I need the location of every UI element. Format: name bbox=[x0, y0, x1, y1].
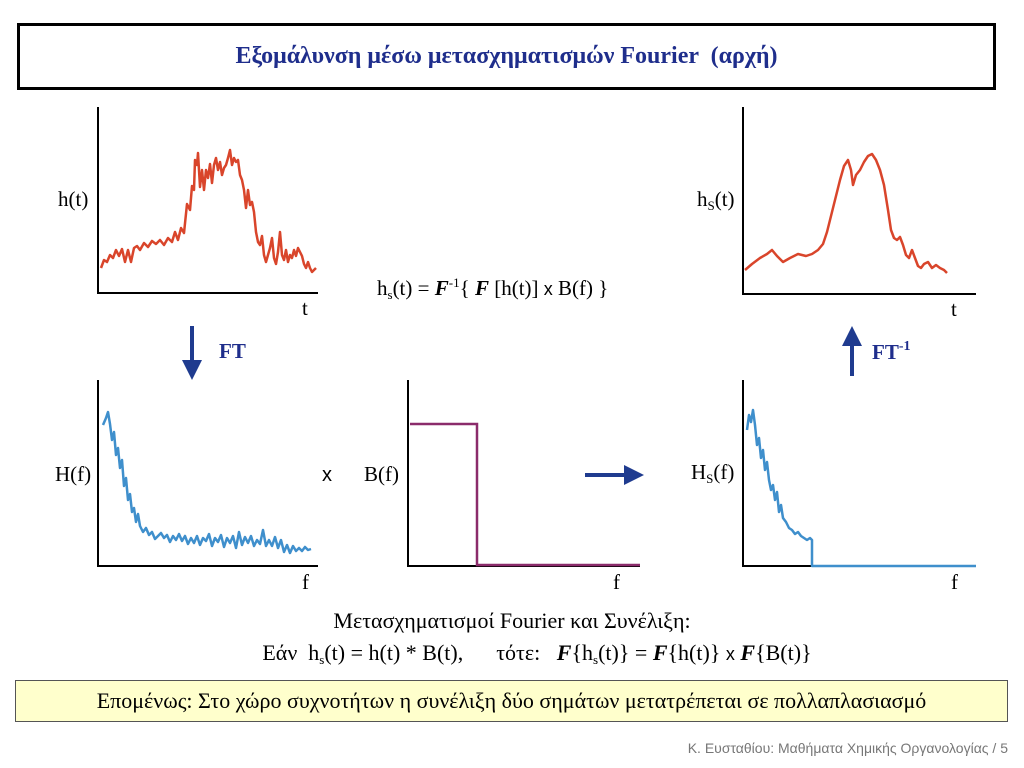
hs-t-ylabel-sub: S bbox=[707, 198, 715, 213]
filter-B-f-box bbox=[410, 422, 640, 567]
formula-x: x bbox=[543, 279, 553, 299]
H-f-ylabel: H(f) bbox=[55, 462, 92, 486]
signal-hs-t-curve bbox=[744, 152, 948, 274]
ift-label: FT-1 bbox=[872, 339, 911, 365]
title-box: Εξομάλυνση μέσω μετασχηματισμών Fourier … bbox=[17, 23, 996, 90]
B-f-xlabel: f bbox=[613, 570, 620, 594]
formula-inner: [h(t)] bbox=[488, 276, 544, 300]
ft-label: FT bbox=[219, 339, 246, 363]
conclusion-text: Επομένως: Στο χώρο συχνοτήτων η συνέλιξη… bbox=[96, 688, 927, 713]
formula-rest: B(f) } bbox=[552, 276, 609, 300]
Hs-f-xlabel: f bbox=[951, 570, 958, 594]
conv-eq-sub2: s bbox=[593, 652, 599, 667]
formula-finv: F bbox=[434, 276, 449, 300]
axes-H-f bbox=[97, 380, 318, 567]
Hs-f-ylabel-rest: (f) bbox=[713, 460, 735, 484]
conv-eq-F3: F bbox=[734, 640, 756, 665]
axes-hs-t bbox=[742, 107, 976, 295]
hs-t-ylabel: hS(t) bbox=[697, 187, 735, 213]
Hs-f-ylabel: HS(f) bbox=[691, 460, 735, 486]
multiply-symbol: x bbox=[322, 464, 332, 486]
conv-eq-part3: {h bbox=[571, 640, 594, 665]
right-arrow bbox=[585, 465, 644, 485]
convolution-heading: Μετασχηματισμοί Fourier και Συνέλιξη: bbox=[333, 608, 691, 633]
smoothing-formula: hs(t) = F-1{ F [h(t)] x B(f) } bbox=[377, 275, 608, 303]
conv-eq-part2: (t) = h(t) * B(t), τότε: bbox=[324, 640, 557, 665]
conv-eq-F1: F bbox=[556, 640, 572, 665]
formula-lhs-sub: s bbox=[387, 287, 393, 302]
formula-open: { bbox=[459, 276, 475, 300]
ift-up-arrow bbox=[842, 326, 862, 376]
convolution-equation: Εάν hs(t) = h(t) * B(t), τότε: F{hs(t)} … bbox=[0, 640, 1024, 668]
axes-h-t bbox=[97, 107, 318, 294]
conv-eq-part4: (t)} = bbox=[598, 640, 653, 665]
ift-label-sup: -1 bbox=[898, 339, 911, 354]
formula-f: F bbox=[474, 276, 489, 300]
hs-t-ylabel-rest: (t) bbox=[714, 187, 735, 211]
slide-footer: Κ. Ευσταθίου: Μαθήματα Χημικής Οργανολογ… bbox=[687, 740, 1008, 756]
hs-t-xlabel: t bbox=[951, 297, 957, 321]
conv-eq-part6: {B(t)} bbox=[755, 640, 812, 665]
conclusion-box: Επομένως: Στο χώρο συχνοτήτων η συνέλιξη… bbox=[15, 680, 1008, 722]
B-f-ylabel: B(f) bbox=[364, 462, 399, 486]
h-t-ylabel: h(t) bbox=[58, 187, 89, 211]
axes-Hs-f bbox=[742, 380, 976, 567]
conv-eq-F2: F bbox=[652, 640, 668, 665]
spectrum-H-f-curve bbox=[101, 410, 312, 555]
h-t-xlabel: t bbox=[302, 296, 308, 320]
Hs-f-ylabel-sub: S bbox=[706, 471, 714, 486]
conv-eq-part1: Εάν h bbox=[262, 640, 320, 665]
hs-t-ylabel-main: h bbox=[697, 187, 708, 211]
ift-label-main: FT bbox=[872, 340, 899, 364]
conv-eq-sub1: s bbox=[319, 652, 325, 667]
H-f-xlabel: f bbox=[302, 570, 309, 594]
Hs-f-ylabel-main: H bbox=[691, 460, 707, 484]
spectrum-Hs-f-curve bbox=[745, 408, 976, 568]
formula-lhs-rest: (t) = bbox=[392, 276, 435, 300]
conv-eq-part5: {h(t)} bbox=[667, 640, 726, 665]
slide-title: Εξομάλυνση μέσω μετασχηματισμών Fourier … bbox=[235, 43, 778, 69]
formula-finv-sup: -1 bbox=[448, 275, 460, 290]
formula-lhs: h bbox=[377, 276, 388, 300]
conv-eq-x: x bbox=[725, 644, 735, 664]
signal-h-t-curve bbox=[99, 148, 317, 274]
ft-down-arrow bbox=[182, 326, 202, 380]
